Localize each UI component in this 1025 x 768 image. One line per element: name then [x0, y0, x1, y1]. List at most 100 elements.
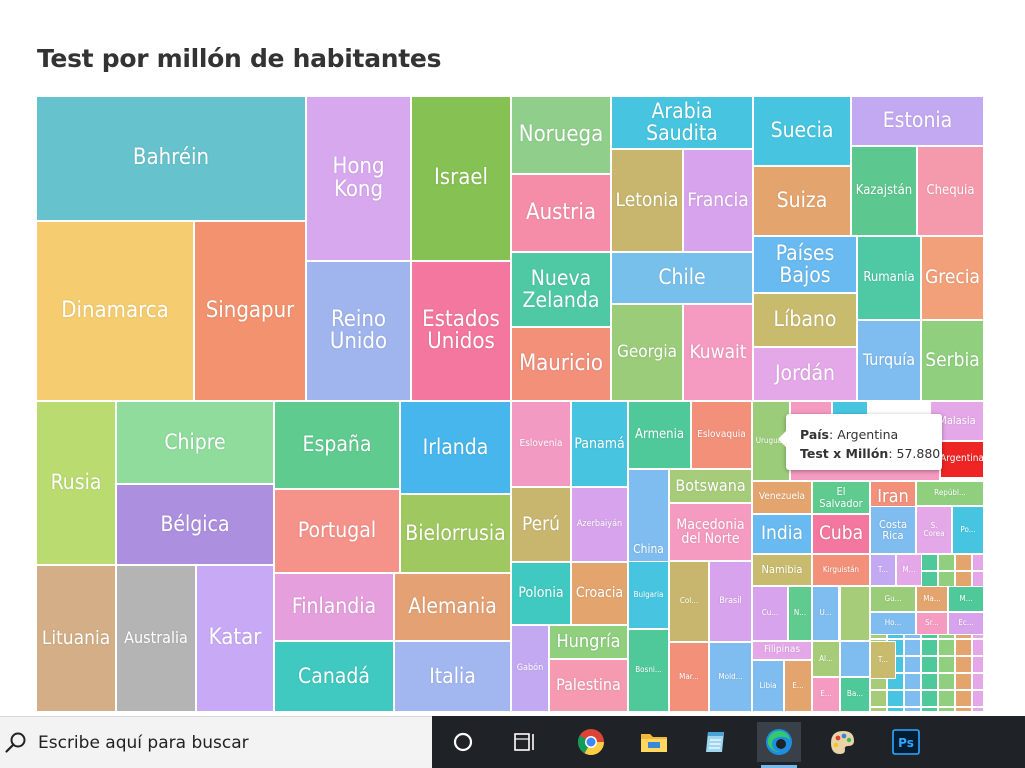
treemap-cell[interactable]: Estados Unidos — [411, 261, 511, 401]
treemap-cell-small[interactable] — [938, 656, 955, 673]
treemap-cell-small[interactable] — [921, 656, 938, 673]
treemap-cell-small[interactable] — [955, 656, 972, 673]
treemap-cell[interactable]: Namibia — [752, 554, 812, 586]
treemap-cell[interactable]: Arabia Saudita — [611, 96, 753, 149]
treemap-cell[interactable]: E... — [784, 660, 812, 712]
treemap-cell[interactable]: Mauricio — [511, 327, 611, 401]
treemap-cell-small[interactable] — [921, 639, 938, 656]
treemap-cell[interactable]: Bélgica — [116, 484, 274, 565]
treemap-cell[interactable]: Croacia — [571, 562, 628, 625]
treemap-cell[interactable]: Kazajstán — [851, 146, 917, 236]
treemap-cell[interactable]: Panamá — [571, 401, 628, 487]
treemap-cell[interactable]: Turquía — [857, 320, 921, 401]
treemap-cell[interactable]: N... — [788, 586, 812, 641]
treemap-cell[interactable]: M... — [896, 554, 922, 586]
treemap-cell[interactable]: Australia — [116, 565, 196, 712]
treemap-cell[interactable]: Azerbaiyán — [571, 487, 628, 562]
treemap-cell[interactable]: Mold... — [709, 642, 752, 712]
treemap-cell[interactable]: Mar... — [669, 642, 709, 712]
treemap-cell[interactable]: Alemania — [394, 573, 511, 641]
treemap-cell[interactable]: Serbia — [921, 320, 984, 401]
treemap-cell[interactable]: Noruega — [511, 96, 611, 174]
treemap-cell-small[interactable] — [904, 690, 921, 707]
treemap-cell-small[interactable] — [840, 641, 870, 677]
treemap-cell[interactable]: España — [274, 401, 400, 489]
treemap-cell-small[interactable] — [972, 707, 984, 712]
treemap-cell[interactable]: Libia — [752, 660, 784, 712]
chrome-button[interactable] — [569, 722, 613, 762]
task-view-button[interactable] — [503, 722, 547, 762]
treemap-cell[interactable]: Katar — [196, 565, 274, 712]
treemap-cell[interactable]: T... — [870, 641, 896, 679]
treemap-cell-small[interactable] — [904, 656, 921, 673]
treemap-cell-small[interactable] — [955, 707, 972, 712]
treemap-cell-small[interactable] — [938, 639, 955, 656]
treemap-cell[interactable]: Ho... — [870, 612, 916, 635]
treemap-cell[interactable]: Grecia — [921, 236, 984, 320]
treemap-cell[interactable]: U... — [812, 586, 839, 641]
treemap-cell[interactable]: Malasia — [930, 401, 984, 441]
treemap-cell[interactable]: Armenia — [628, 401, 691, 469]
treemap-cell[interactable]: Rusia — [36, 401, 116, 565]
treemap-cell[interactable]: Kirguistán — [812, 554, 870, 586]
treemap-cell-small[interactable] — [921, 554, 938, 571]
treemap-cell[interactable]: T... — [870, 554, 896, 586]
treemap-cell-small[interactable] — [972, 656, 984, 673]
treemap-cell[interactable]: Suecia — [753, 96, 851, 166]
treemap-cell[interactable]: Austria — [511, 174, 611, 252]
treemap-cell-small[interactable] — [972, 673, 984, 690]
treemap-cell[interactable]: Hungría — [549, 625, 628, 659]
treemap-cell[interactable]: Polonia — [511, 562, 571, 625]
treemap-cell[interactable]: Bosni... — [628, 629, 669, 712]
edge-button[interactable] — [757, 722, 801, 768]
treemap-cell-small[interactable] — [938, 707, 955, 712]
cortana-button[interactable] — [441, 722, 485, 762]
treemap-cell[interactable]: Chipre — [116, 401, 274, 484]
treemap-cell-small[interactable] — [870, 690, 887, 707]
treemap-cell[interactable]: Líbano — [753, 293, 857, 347]
treemap-cell[interactable]: Eslovenia — [511, 401, 571, 487]
treemap-cell[interactable]: M... — [948, 586, 984, 612]
treemap-cell[interactable]: Sr... — [916, 612, 948, 635]
treemap-cell[interactable]: Ba... — [840, 677, 870, 712]
treemap-cell[interactable]: Chile — [611, 252, 753, 304]
treemap-cell[interactable]: Botswana — [669, 469, 752, 503]
treemap-cell[interactable]: Brasil — [709, 561, 752, 642]
treemap-cell-small[interactable] — [887, 690, 904, 707]
treemap-cell[interactable]: Bahréin — [36, 96, 306, 221]
treemap-cell[interactable]: Jordán — [753, 347, 857, 401]
treemap-cell[interactable]: Bielorrusia — [400, 494, 511, 573]
treemap-cell[interactable]: Nueva Zelanda — [511, 252, 611, 327]
treemap-cell-small[interactable] — [921, 673, 938, 690]
treemap-cell[interactable]: Francia — [683, 149, 753, 252]
treemap-cell[interactable]: Israel — [411, 96, 511, 261]
treemap-cell[interactable]: Perú — [511, 487, 571, 562]
treemap-cell[interactable]: Dinamarca — [36, 221, 194, 401]
file-explorer-button[interactable] — [632, 722, 676, 762]
treemap-cell[interactable]: Kuwait — [683, 304, 753, 401]
treemap-cell[interactable]: Palestina — [549, 659, 628, 712]
treemap-cell[interactable]: Cuba — [812, 514, 870, 554]
treemap-cell[interactable]: S. Corea — [916, 506, 952, 554]
treemap-cell[interactable]: Argentina — [940, 441, 984, 478]
treemap-cell[interactable]: Ec... — [948, 612, 984, 635]
treemap-cell[interactable]: Finlandia — [274, 573, 394, 641]
paint-button[interactable] — [820, 722, 864, 762]
treemap-cell-small[interactable] — [904, 707, 921, 712]
treemap-cell[interactable]: Gu... — [870, 586, 916, 612]
treemap-cell[interactable]: Col... — [669, 561, 709, 642]
photoshop-button[interactable]: Ps — [884, 722, 928, 762]
treemap-cell[interactable]: Filipinas — [752, 641, 812, 660]
treemap-cell[interactable]: Cu... — [752, 586, 788, 641]
treemap-cell-small[interactable] — [938, 554, 955, 571]
treemap-cell[interactable]: Eslovaquia — [691, 401, 752, 469]
taskbar-search-box[interactable]: Escribe aquí para buscar — [0, 716, 432, 768]
treemap-cell-small[interactable] — [972, 690, 984, 707]
notepad-button[interactable] — [694, 722, 738, 762]
treemap-cell[interactable]: Bulgaria — [628, 561, 669, 629]
treemap-cell-small[interactable] — [955, 554, 972, 571]
treemap-cell-small[interactable] — [921, 707, 938, 712]
treemap-cell[interactable]: Georgia — [611, 304, 683, 401]
treemap-cell[interactable]: E... — [812, 677, 840, 712]
treemap-cell-small[interactable] — [955, 639, 972, 656]
